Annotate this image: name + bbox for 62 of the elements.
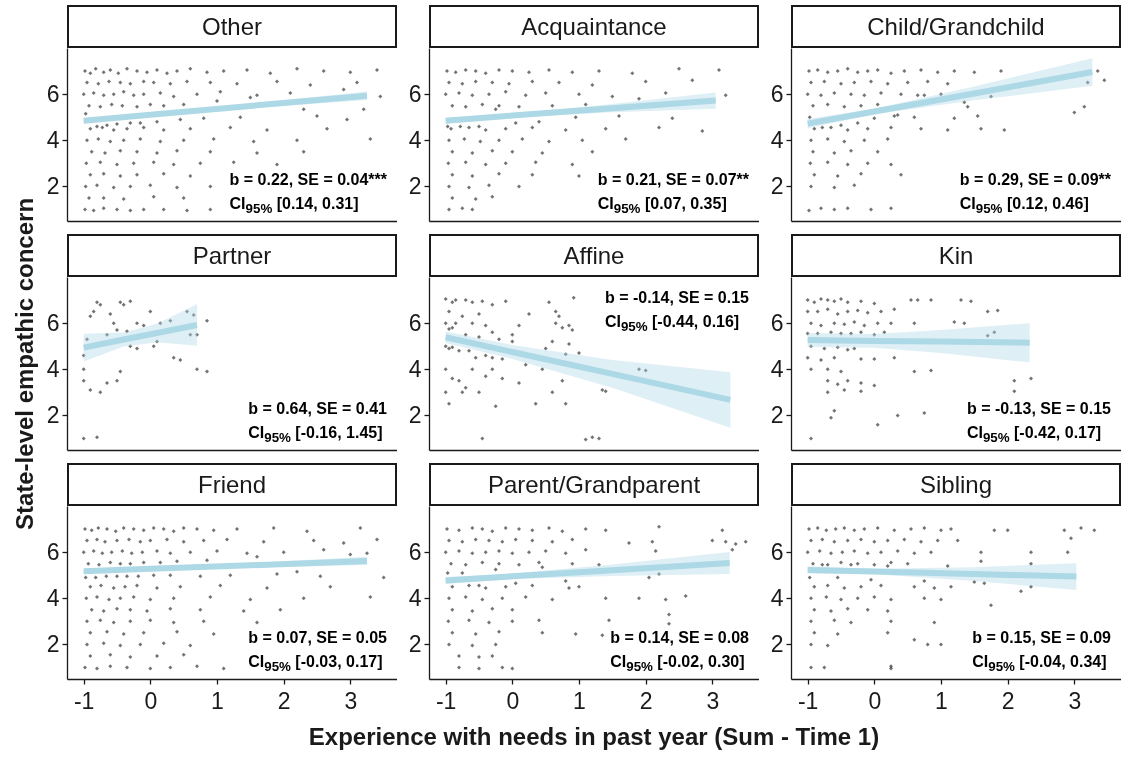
annotation: CI$_{95%}$ [0.07, 0.35]	[597, 193, 728, 218]
x-tick-label: 2	[639, 687, 653, 714]
y-tick-label: 6	[46, 80, 60, 107]
annotation: CI$_{95%}$ [-0.03, 0.17]	[248, 651, 384, 676]
x-tick-label: 1	[211, 687, 224, 714]
x-axis-title: Experience with needs in past year (Sum - Time 1)	[308, 723, 880, 751]
y-tick-label: 6	[408, 80, 422, 107]
y-tick-label: 6	[770, 538, 784, 565]
annotation: CI$_{95%}$ [0.14, 0.31]	[229, 193, 360, 218]
annotation: b = -0.13, SE = 0.15	[966, 398, 1111, 419]
annotation: b = 0.64, SE = 0.41	[248, 398, 387, 419]
annotation: b = 0.21, SE = 0.07**	[597, 169, 749, 190]
y-tick-label: 4	[408, 126, 422, 153]
y-tick-label: 2	[408, 401, 422, 428]
annotation: b = -0.14, SE = 0.15	[604, 288, 749, 308]
x-tick-label: -1	[73, 687, 95, 714]
x-tick-label: 3	[706, 687, 720, 714]
y-tick-label: 4	[46, 355, 60, 382]
annotation: CI$_{95%}$ [-0.04, 0.34]	[972, 651, 1108, 676]
y-tick-label: 6	[408, 538, 422, 565]
y-tick-label: 2	[770, 401, 784, 428]
y-tick-label: 2	[46, 630, 60, 657]
y-tick-label: 4	[46, 584, 60, 611]
y-tick-label: 4	[46, 126, 60, 153]
y-tick-label: 2	[46, 172, 60, 199]
y-tick-label: 2	[770, 172, 784, 199]
annotation: b = 0.15, SE = 0.09	[972, 627, 1111, 648]
annotation: CI$_{95%}$ [-0.16, 1.45]	[248, 422, 384, 447]
annotation: CI$_{95%}$ [-0.42, 0.17]	[966, 422, 1103, 447]
x-tick-label: 3	[344, 687, 358, 714]
y-tick-label: 4	[770, 126, 784, 153]
x-tick-label: 1	[573, 687, 586, 714]
annotation: b = 0.07, SE = 0.05	[248, 627, 387, 648]
y-tick-label: 4	[770, 355, 784, 382]
x-tick-label: 0	[868, 687, 882, 714]
y-tick-label: 6	[408, 309, 422, 336]
x-tick-label: 0	[144, 687, 158, 714]
annotation: CI$_{95%}$ [0.12, 0.46]	[959, 193, 1090, 218]
annotation: CI$_{95%}$ [-0.02, 0.30]	[610, 651, 746, 676]
y-tick-label: 2	[408, 630, 422, 657]
x-tick-label: 0	[506, 687, 520, 714]
x-tick-label: -1	[797, 687, 819, 714]
x-tick-label: 3	[1068, 687, 1082, 714]
annotation: b = 0.29, SE = 0.09**	[959, 169, 1111, 190]
y-axis-title: State-level empathic concern	[11, 197, 39, 530]
y-tick-label: 4	[770, 584, 784, 611]
annotation: b = 0.22, SE = 0.04***	[229, 169, 387, 190]
y-tick-label: 2	[770, 630, 784, 657]
annotation: CI$_{95%}$ [-0.44, 0.16]	[604, 312, 741, 337]
annotation: b = 0.14, SE = 0.08	[610, 627, 749, 648]
y-tick-label: 6	[770, 80, 784, 107]
x-tick-label: 2	[277, 687, 291, 714]
y-tick-label: 6	[46, 309, 60, 336]
y-tick-label: 4	[408, 355, 422, 382]
y-tick-label: 6	[46, 538, 60, 565]
x-tick-label: 1	[935, 687, 948, 714]
x-tick-label: 2	[1001, 687, 1015, 714]
y-tick-label: 2	[408, 172, 422, 199]
y-tick-label: 2	[46, 401, 60, 428]
x-tick-label: -1	[435, 687, 457, 714]
y-tick-label: 4	[408, 584, 422, 611]
y-tick-label: 6	[770, 309, 784, 336]
